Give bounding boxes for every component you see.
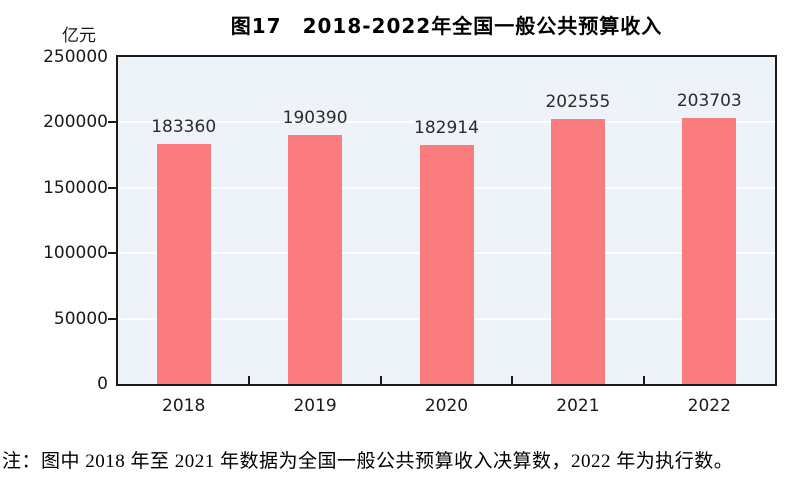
y-tick-label: 200000 — [43, 112, 108, 133]
bar-2020 — [419, 144, 474, 384]
bar-2019 — [288, 134, 343, 384]
y-axis-unit-label: 亿元 — [62, 26, 96, 46]
y-tick-label: 50000 — [53, 308, 108, 329]
x-tick-mark — [379, 376, 382, 384]
y-tick-mark — [108, 186, 116, 189]
y-tick-label: 150000 — [43, 177, 108, 198]
x-tick-mark — [511, 376, 514, 384]
chart-title: 图17 2018-2022年全国一般公共预算收入 — [230, 14, 663, 38]
y-tick-label: 250000 — [43, 47, 108, 67]
y-tick-mark — [108, 317, 116, 320]
bar-2018 — [156, 144, 211, 384]
x-tick-mark — [248, 376, 251, 384]
y-tick-label: 0 — [97, 374, 108, 394]
plot-area: 183360 190390 182914 202555 203703 — [116, 55, 777, 386]
bar-value-label: 202555 — [545, 92, 611, 113]
bar-value-label: 190390 — [282, 107, 348, 128]
footnote: 注：图中 2018 年至 2021 年数据为全国一般公共预算收入决算数，2022… — [2, 451, 734, 472]
bar-2021 — [550, 119, 605, 384]
x-tick-label: 2018 — [162, 396, 206, 416]
bar-2022 — [682, 117, 737, 384]
bar-value-label: 183360 — [151, 117, 217, 138]
y-tick-mark — [108, 252, 116, 255]
x-tick-label: 2019 — [293, 396, 337, 416]
x-tick-mark — [642, 376, 645, 384]
x-tick-label: 2022 — [687, 396, 731, 416]
y-tick-label: 100000 — [43, 243, 108, 264]
x-tick-label: 2020 — [424, 396, 469, 416]
x-tick-label: 2021 — [556, 396, 600, 416]
bar-value-label: 182914 — [414, 117, 479, 138]
bar-value-label: 203703 — [676, 90, 742, 111]
gridline — [118, 121, 775, 124]
y-tick-mark — [108, 121, 116, 124]
